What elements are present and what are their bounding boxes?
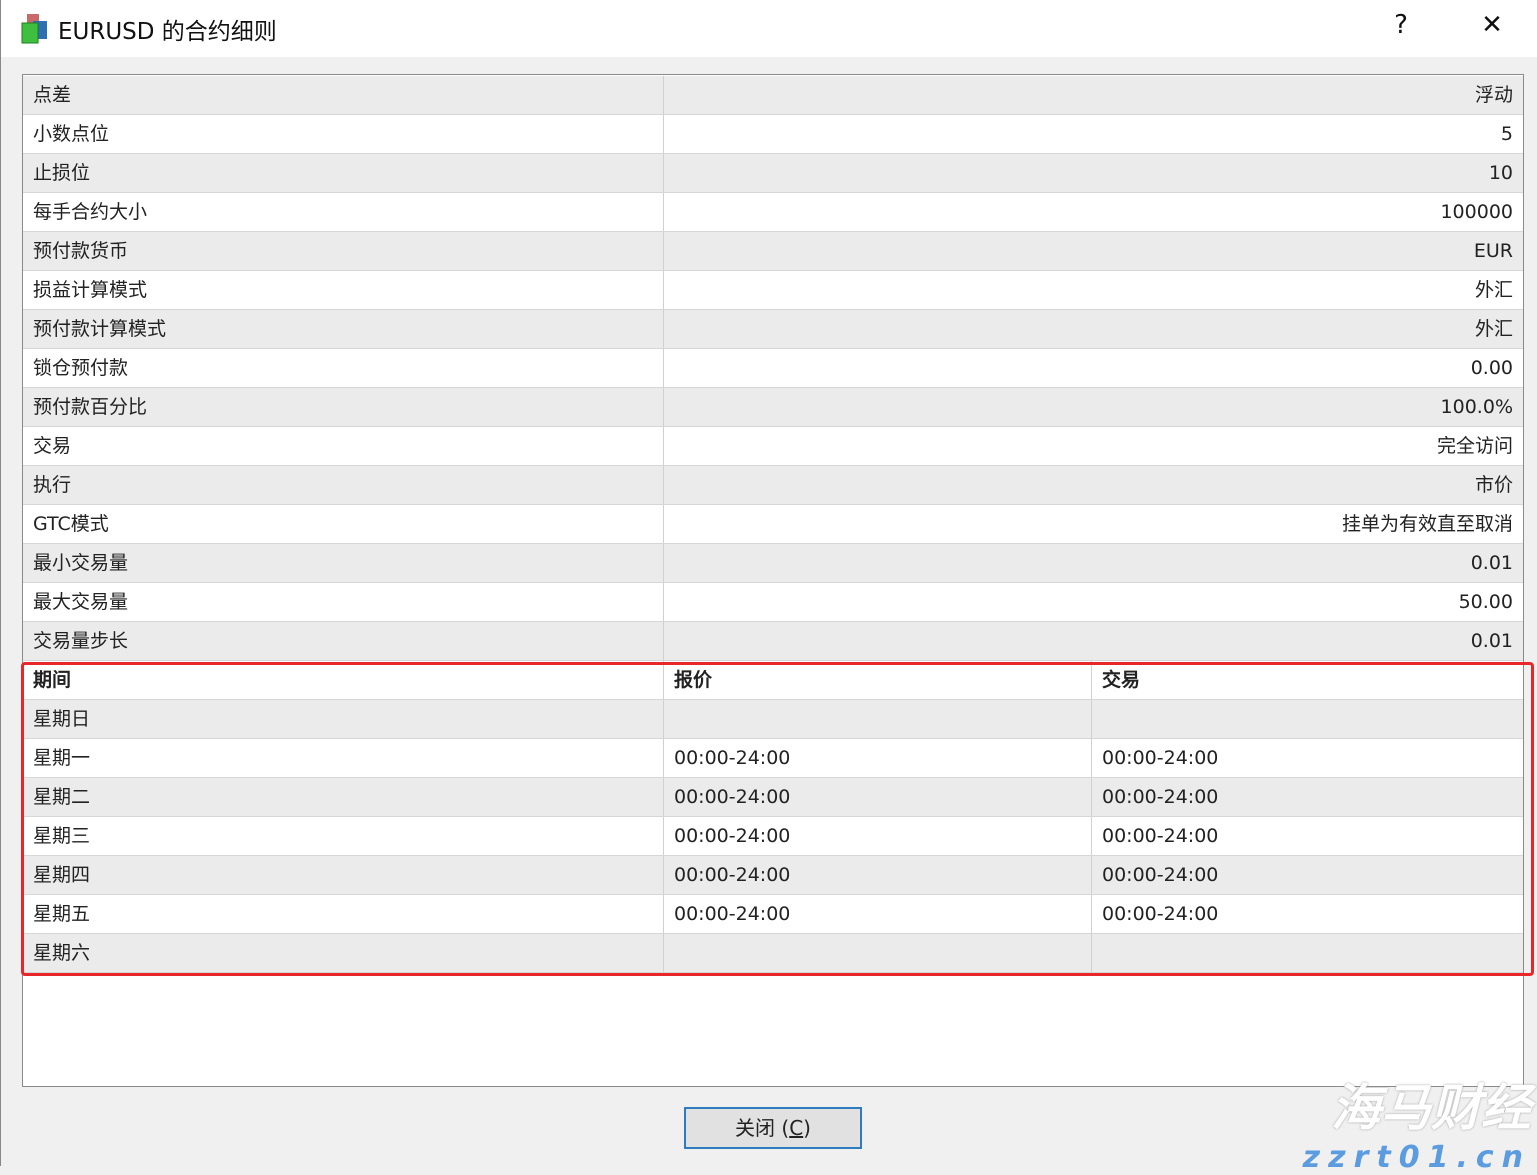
spec-value: 外汇 — [1474, 279, 1513, 301]
session-row: 星期二 00:00-24:00 00:00-24:00 — [23, 778, 1523, 817]
spec-table: 点差 浮动小数点位 5 止损位 10 每手合约大小 100000 预付款货币 EUR 损益计算模式… — [22, 74, 1524, 1087]
spec-label: 最小交易量 — [23, 544, 664, 582]
session-row: 星期一 00:00-24:00 00:00-24:00 — [23, 739, 1523, 778]
spec-value: 50.00 — [1458, 591, 1513, 613]
session-day: 星期一 — [23, 739, 664, 777]
column-header: 期间 — [23, 661, 664, 699]
spec-row: 止损位 10 — [23, 154, 1523, 193]
spec-value: EUR — [1473, 240, 1513, 262]
session-row: 星期三 00:00-24:00 00:00-24:00 — [23, 817, 1523, 856]
spec-label: 预付款货币 — [23, 232, 664, 270]
session-trade: 00:00-24:00 — [1102, 825, 1219, 847]
spec-value: 挂单为有效直至取消 — [1341, 513, 1513, 535]
spec-row: 最大交易量 50.00 — [23, 583, 1523, 622]
spec-value: 100000 — [1440, 201, 1513, 223]
close-hotkey: C — [789, 1116, 804, 1140]
session-row: 星期五 00:00-24:00 00:00-24:00 — [23, 895, 1523, 934]
spec-row: 损益计算模式 外汇 — [23, 271, 1523, 310]
column-header: 交易 — [1102, 669, 1141, 691]
app-icon — [21, 14, 47, 44]
spec-row: 执行 市价 — [23, 466, 1523, 505]
spec-row: 交易量步长 0.01 — [23, 622, 1523, 661]
close-suffix: ) — [803, 1116, 811, 1140]
spec-row: 预付款百分比 100.0% — [23, 388, 1523, 427]
spec-value: 0.01 — [1470, 552, 1513, 574]
title-bar: EURUSD 的合约细则 ? ✕ — [1, 0, 1537, 57]
spec-row: 最小交易量 0.01 — [23, 544, 1523, 583]
session-row: 星期六 — [23, 934, 1523, 973]
close-label: 关闭 ( — [735, 1116, 790, 1140]
session-day: 星期四 — [23, 856, 664, 894]
spec-value: 外汇 — [1474, 318, 1513, 340]
close-window-button[interactable]: ✕ — [1481, 10, 1503, 40]
session-quote: 00:00-24:00 — [664, 895, 1092, 933]
spec-value: 0.00 — [1470, 357, 1513, 379]
spec-row: 锁仓预付款 0.00 — [23, 349, 1523, 388]
session-day: 星期二 — [23, 778, 664, 816]
spec-value: 市价 — [1474, 474, 1513, 496]
session-trade — [1092, 934, 1523, 972]
session-trade — [1092, 700, 1523, 738]
session-day: 星期六 — [23, 934, 664, 972]
spec-label: 预付款计算模式 — [23, 310, 664, 348]
spec-row: GTC模式 挂单为有效直至取消 — [23, 505, 1523, 544]
spec-row: 小数点位 5 — [23, 115, 1523, 154]
spec-value: 5 — [1500, 123, 1513, 145]
session-quote: 00:00-24:00 — [664, 778, 1092, 816]
session-row: 星期日 — [23, 700, 1523, 739]
session-trade: 00:00-24:00 — [1102, 903, 1219, 925]
help-button[interactable]: ? — [1394, 10, 1408, 40]
session-trade: 00:00-24:00 — [1102, 864, 1219, 886]
spec-label: GTC模式 — [23, 505, 664, 543]
watermark-url: zzrt01.cn — [1302, 1140, 1531, 1175]
spec-row: 点差 浮动 — [23, 76, 1523, 115]
spec-row: 交易 完全访问 — [23, 427, 1523, 466]
session-day: 星期五 — [23, 895, 664, 933]
spec-value: 浮动 — [1474, 84, 1513, 106]
close-button[interactable]: 关闭 (C) — [684, 1107, 862, 1149]
session-quote: 00:00-24:00 — [664, 856, 1092, 894]
spec-label: 执行 — [23, 466, 664, 504]
spec-label: 小数点位 — [23, 115, 664, 153]
session-quote: 00:00-24:00 — [664, 739, 1092, 777]
spec-value: 10 — [1488, 162, 1513, 184]
column-header: 报价 — [664, 661, 1092, 699]
spec-label: 损益计算模式 — [23, 271, 664, 309]
spec-label: 止损位 — [23, 154, 664, 192]
session-row: 星期四 00:00-24:00 00:00-24:00 — [23, 856, 1523, 895]
session-quote — [664, 934, 1092, 972]
session-trade: 00:00-24:00 — [1102, 747, 1219, 769]
spec-value: 0.01 — [1470, 630, 1513, 652]
session-trade: 00:00-24:00 — [1102, 786, 1219, 808]
watermark: 海马财经 zzrt01.cn — [1303, 1068, 1531, 1175]
session-quote: 00:00-24:00 — [664, 817, 1092, 855]
spec-value: 完全访问 — [1436, 435, 1513, 457]
session-quote — [664, 700, 1092, 738]
spec-label: 预付款百分比 — [23, 388, 664, 426]
spec-label: 每手合约大小 — [23, 193, 664, 231]
spec-row: 预付款计算模式 外汇 — [23, 310, 1523, 349]
session-day: 星期日 — [23, 700, 664, 738]
spec-row: 预付款货币 EUR — [23, 232, 1523, 271]
spec-label: 锁仓预付款 — [23, 349, 664, 387]
session-header-row: 期间 报价 交易 — [23, 661, 1523, 700]
window-title: EURUSD 的合约细则 — [58, 19, 277, 45]
spec-label: 最大交易量 — [23, 583, 664, 621]
spec-row: 每手合约大小 100000 — [23, 193, 1523, 232]
spec-label: 交易 — [23, 427, 664, 465]
watermark-text: 海马财经 — [1331, 1079, 1531, 1137]
spec-value: 100.0% — [1440, 396, 1513, 418]
spec-label: 交易量步长 — [23, 622, 664, 660]
spec-label: 点差 — [23, 76, 664, 114]
session-day: 星期三 — [23, 817, 664, 855]
